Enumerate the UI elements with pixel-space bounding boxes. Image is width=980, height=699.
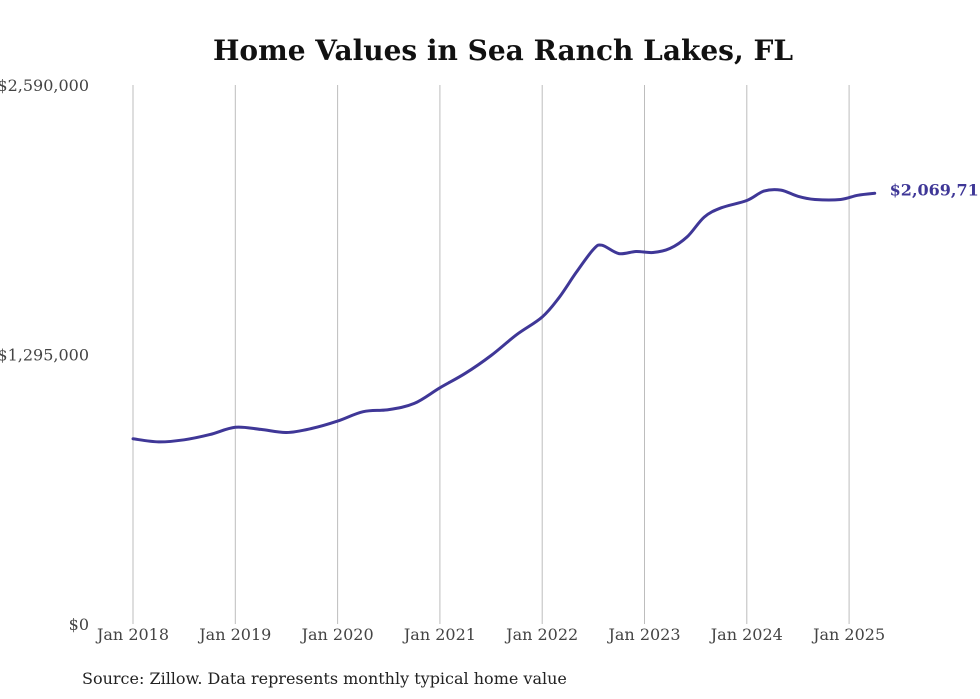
x-tick-label: Jan 2018 <box>95 625 169 644</box>
grid <box>132 85 850 624</box>
chart-title: Home Values in Sea Ranch Lakes, FL <box>213 34 793 67</box>
y-axis: $0 $1,295,000 $2,590,000 <box>0 76 89 634</box>
x-tick-label: Jan 2019 <box>197 625 271 644</box>
y-tick-label: $0 <box>69 615 89 634</box>
x-tick-label: Jan 2025 <box>811 625 885 644</box>
x-tick-label: Jan 2023 <box>606 625 680 644</box>
source-note: Source: Zillow. Data represents monthly … <box>82 669 567 688</box>
end-value-label: $2,069,711 <box>890 180 980 199</box>
x-tick-label: Jan 2020 <box>300 625 374 644</box>
series-line <box>131 188 877 444</box>
y-tick-label: $1,295,000 <box>0 346 89 365</box>
x-tick-label: Jan 2022 <box>504 625 578 644</box>
x-tick-label: Jan 2021 <box>402 625 476 644</box>
y-tick-label: $2,590,000 <box>0 76 89 95</box>
x-axis: Jan 2018 Jan 2019 Jan 2020 Jan 2021 Jan 2022… <box>95 625 885 644</box>
x-tick-label: Jan 2024 <box>709 625 783 644</box>
